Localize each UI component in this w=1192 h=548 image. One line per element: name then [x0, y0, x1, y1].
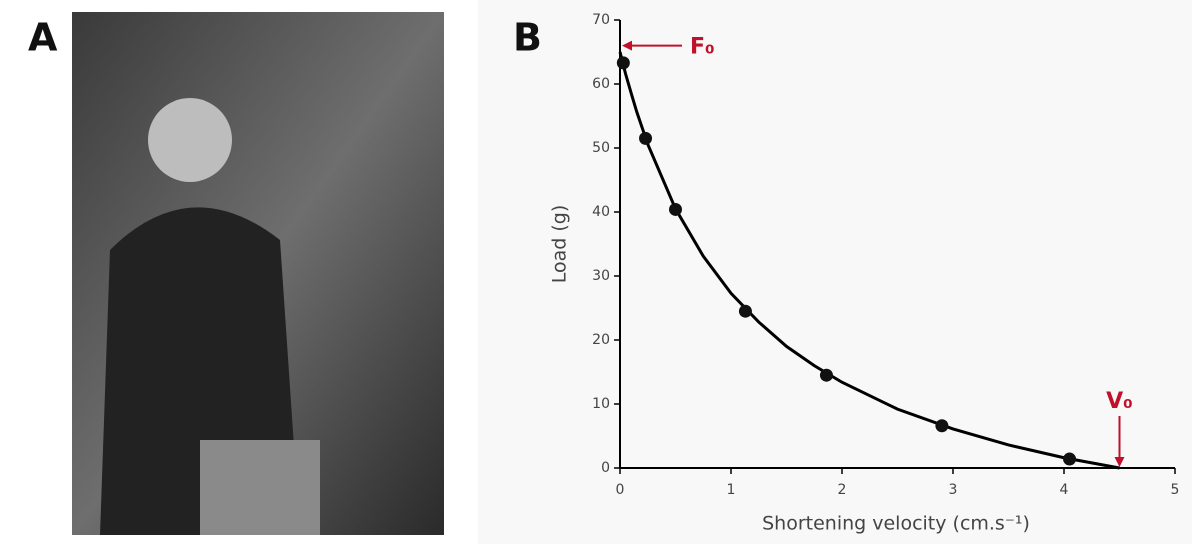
panel-label: B	[513, 16, 542, 60]
y-tick-label: 30	[592, 268, 610, 284]
annotation-arrowhead	[622, 40, 632, 51]
x-tick-label: 2	[838, 482, 847, 498]
y-tick-label: 0	[601, 460, 610, 476]
y-tick-label: 50	[592, 140, 610, 156]
data-point	[639, 131, 653, 145]
x-tick-label: 3	[949, 482, 958, 498]
x-tick-label: 4	[1060, 482, 1069, 498]
annotation-label: F₀	[690, 35, 715, 60]
y-axis-label: Load (g)	[549, 205, 571, 284]
y-tick-label: 20	[592, 332, 610, 348]
photo-figure-head	[148, 98, 232, 182]
data-point	[669, 202, 682, 216]
x-tick-label: 1	[727, 482, 736, 498]
data-point	[935, 419, 949, 433]
x-tick-label: 0	[616, 482, 625, 498]
data-point	[819, 368, 833, 382]
y-tick-label: 60	[592, 76, 610, 92]
x-tick-label: 5	[1171, 482, 1180, 498]
panel-label: A	[28, 16, 58, 60]
photo-box	[200, 440, 320, 535]
y-tick-label: 70	[592, 12, 610, 28]
y-tick-label: 10	[592, 396, 610, 412]
panel-b-background	[478, 0, 1192, 544]
fit-curve	[618, 51, 1120, 470]
y-tick-label: 40	[592, 204, 610, 220]
annotation-label: V₀	[1106, 389, 1133, 414]
annotation-arrowhead	[1114, 457, 1125, 467]
x-axis-label: Shortening velocity (cm.s⁻¹)	[762, 513, 1030, 535]
data-point	[616, 56, 630, 70]
data-point	[1063, 452, 1077, 466]
data-point	[738, 304, 752, 318]
